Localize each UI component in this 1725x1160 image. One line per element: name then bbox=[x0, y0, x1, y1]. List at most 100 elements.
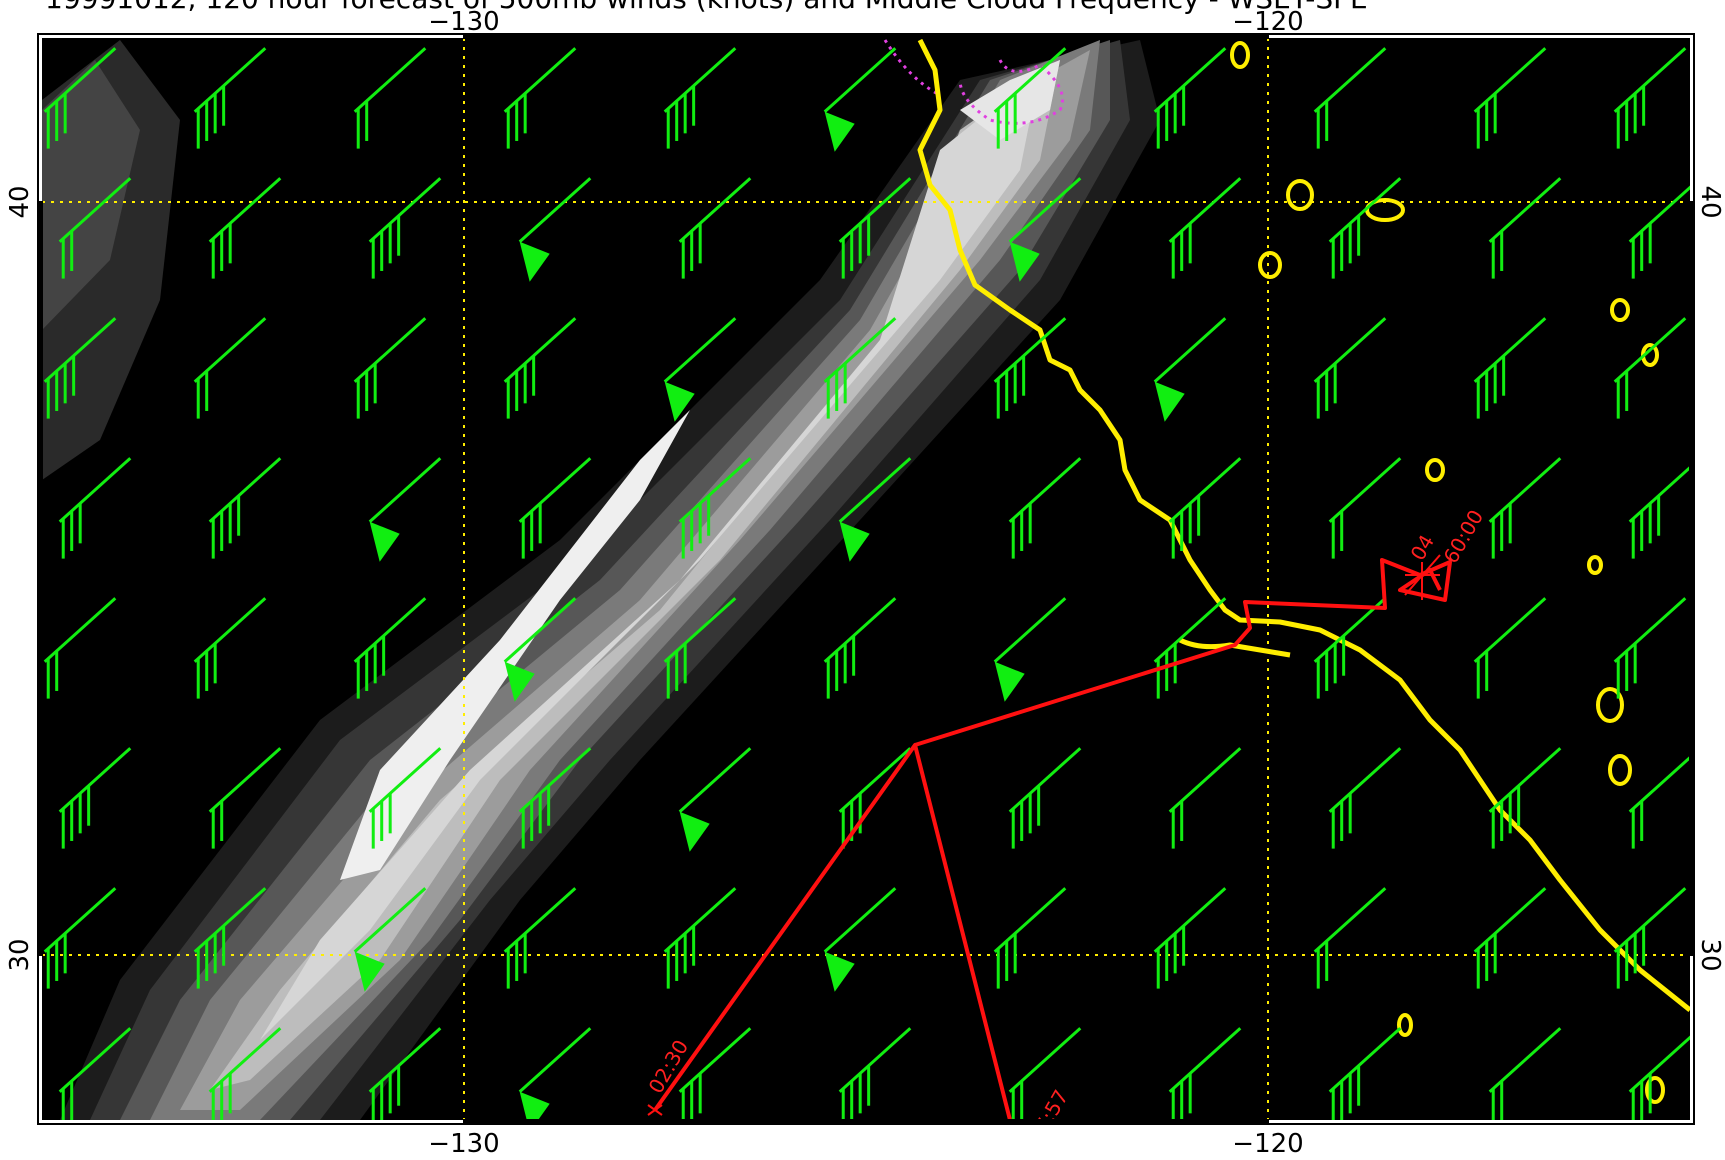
wind-barb-icon bbox=[1313, 47, 1387, 149]
wind-barb-icon bbox=[678, 177, 752, 279]
lat-label-left: 30 bbox=[5, 938, 35, 971]
lake bbox=[1587, 555, 1603, 575]
wind-barb-icon bbox=[208, 1027, 282, 1120]
wind-barb-icon bbox=[678, 457, 752, 559]
lake bbox=[1397, 1013, 1413, 1037]
wind-barb-icon bbox=[1613, 47, 1687, 149]
wind-barb-icon bbox=[838, 1027, 912, 1120]
wind-barb-icon bbox=[1613, 597, 1687, 699]
wind-barb-icon bbox=[1168, 177, 1242, 279]
lake bbox=[1645, 1076, 1665, 1104]
wind-barb-icon bbox=[368, 177, 442, 279]
wind-barb-icon bbox=[993, 887, 1067, 989]
wind-barb-icon bbox=[353, 887, 427, 992]
wind-barb-icon bbox=[823, 597, 897, 699]
wind-barb-icon bbox=[518, 457, 592, 559]
wind-barbs bbox=[43, 47, 1690, 1120]
lat-label-right: 40 bbox=[1695, 185, 1725, 218]
wind-barb-icon bbox=[1488, 457, 1562, 559]
wind-barb-icon bbox=[353, 47, 427, 149]
wind-barb-icon bbox=[208, 747, 282, 849]
wind-barb-icon bbox=[993, 47, 1067, 149]
wind-barb-icon bbox=[368, 457, 442, 562]
wind-barb-icon bbox=[1328, 1027, 1402, 1120]
wind-barb-icon bbox=[823, 47, 897, 152]
wind-barb-icon bbox=[838, 457, 912, 562]
wind-barb-icon bbox=[663, 887, 737, 989]
magenta-contour bbox=[883, 39, 1064, 125]
asterisk-icon bbox=[647, 1104, 663, 1116]
wind-barb-icon bbox=[993, 317, 1067, 419]
wind-barb-icon bbox=[58, 747, 132, 849]
lon-label-top: −130 bbox=[428, 7, 499, 37]
wind-barb-icon bbox=[1328, 747, 1402, 849]
lake bbox=[1230, 41, 1250, 69]
lat-label-left: 40 bbox=[5, 185, 35, 218]
wind-barb-icon bbox=[678, 1027, 752, 1120]
wind-barb-icon bbox=[1008, 177, 1082, 282]
wind-barb-icon bbox=[58, 1027, 132, 1120]
wind-barb-icon bbox=[193, 317, 267, 419]
wind-barb-icon bbox=[518, 177, 592, 282]
wind-barb-icon bbox=[1153, 317, 1227, 422]
wind-barb-icon bbox=[1153, 887, 1227, 989]
map-title: 19991012, 120 hour forecast of 500mb win… bbox=[45, 0, 1368, 15]
wind-barb-icon bbox=[43, 47, 117, 149]
wind-barb-icon bbox=[663, 597, 737, 699]
wind-barb-icon bbox=[1628, 1035, 1690, 1120]
wind-barb-icon bbox=[368, 1027, 442, 1120]
wind-barb-icon bbox=[1613, 317, 1687, 419]
wind-barb-icon bbox=[1328, 177, 1402, 279]
wind-barb-icon bbox=[193, 47, 267, 149]
wind-barb-icon bbox=[1628, 465, 1690, 559]
lake bbox=[1258, 251, 1282, 279]
lake bbox=[1610, 298, 1630, 322]
wind-barb-icon bbox=[1473, 47, 1547, 149]
cloud-shade-8 bbox=[340, 410, 690, 880]
left-tick-bar bbox=[37, 201, 43, 956]
wind-barb-icon bbox=[838, 177, 912, 279]
wind-barb-icon bbox=[1168, 747, 1242, 849]
lon-label-top: −120 bbox=[1232, 7, 1303, 37]
wind-barb-icon bbox=[503, 317, 577, 419]
wind-barb-icon bbox=[58, 457, 132, 559]
wind-barb-icon bbox=[1008, 1027, 1082, 1120]
wind-barb-icon bbox=[1313, 317, 1387, 419]
lake bbox=[1425, 458, 1445, 482]
plot-area: 02:30 07:57 04 60:00 bbox=[42, 38, 1690, 1120]
flight-track bbox=[647, 554, 1452, 1120]
wind-barb-icon bbox=[1488, 1027, 1562, 1120]
wind-barb-icon bbox=[43, 887, 117, 989]
wind-barb-icon bbox=[193, 887, 267, 989]
graticule bbox=[42, 38, 1690, 1120]
lake bbox=[1596, 687, 1624, 723]
wind-barb-icon bbox=[208, 457, 282, 559]
top-tick-bar bbox=[463, 33, 1269, 39]
wind-barb-icon bbox=[58, 177, 132, 279]
wind-barb-icon bbox=[993, 597, 1067, 702]
wind-barb-icon bbox=[1613, 887, 1687, 989]
wind-barb-icon bbox=[838, 747, 912, 849]
lake bbox=[1608, 754, 1632, 786]
asterisk-icon bbox=[1404, 554, 1441, 600]
wind-barb-icon bbox=[368, 747, 442, 849]
wind-barb-icon bbox=[1473, 317, 1547, 419]
wind-barb-icon bbox=[1473, 597, 1547, 699]
cloud-frequency-band bbox=[42, 40, 1160, 1120]
wind-barb-icon bbox=[1488, 747, 1562, 849]
wind-barb-icon bbox=[518, 747, 592, 849]
wind-barb-icon bbox=[353, 597, 427, 699]
wind-barb-icon bbox=[1473, 887, 1547, 989]
track-segment-east bbox=[914, 558, 1452, 747]
wind-barb-icon bbox=[1313, 887, 1387, 989]
lon-label-bottom: −130 bbox=[428, 1129, 499, 1159]
wind-barb-icon bbox=[518, 1027, 592, 1120]
lon-label-bottom: −120 bbox=[1232, 1129, 1303, 1159]
wind-barb-icon bbox=[1008, 747, 1082, 849]
lake bbox=[1286, 179, 1314, 211]
wind-barb-icon bbox=[1488, 177, 1562, 279]
wind-barb-icon bbox=[1008, 457, 1082, 559]
wind-barb-icon bbox=[1168, 457, 1242, 559]
